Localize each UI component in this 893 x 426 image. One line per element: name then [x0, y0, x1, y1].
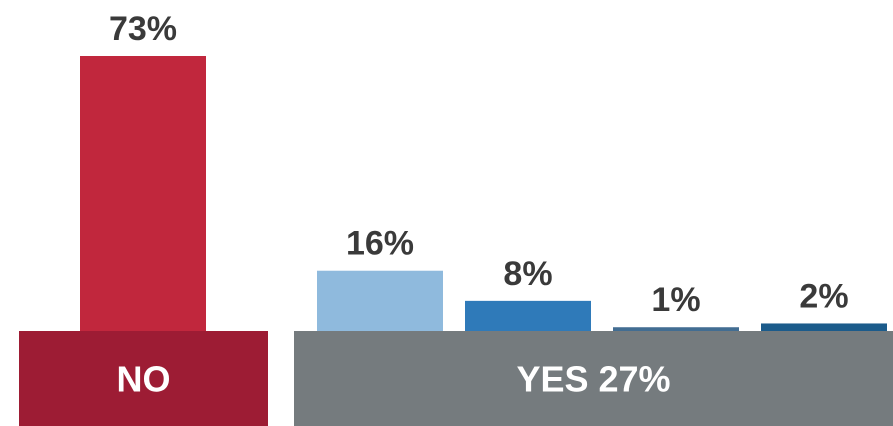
group-band-yes: [294, 331, 893, 426]
value-label: 1%: [651, 281, 700, 319]
group-band-no: [19, 331, 268, 426]
value-label: 73%: [109, 10, 177, 48]
value-label: 8%: [503, 255, 552, 293]
group-label: YES 27%: [516, 359, 670, 400]
bar-no-1: [80, 56, 206, 332]
bar-yes-4: [761, 323, 887, 332]
bar-yes-1: [317, 270, 443, 332]
group-label: NO: [117, 359, 171, 400]
value-label: 16%: [346, 225, 414, 263]
bar-yes-3: [613, 327, 739, 332]
bar-yes-2: [465, 300, 591, 332]
value-label: 2%: [799, 277, 848, 315]
